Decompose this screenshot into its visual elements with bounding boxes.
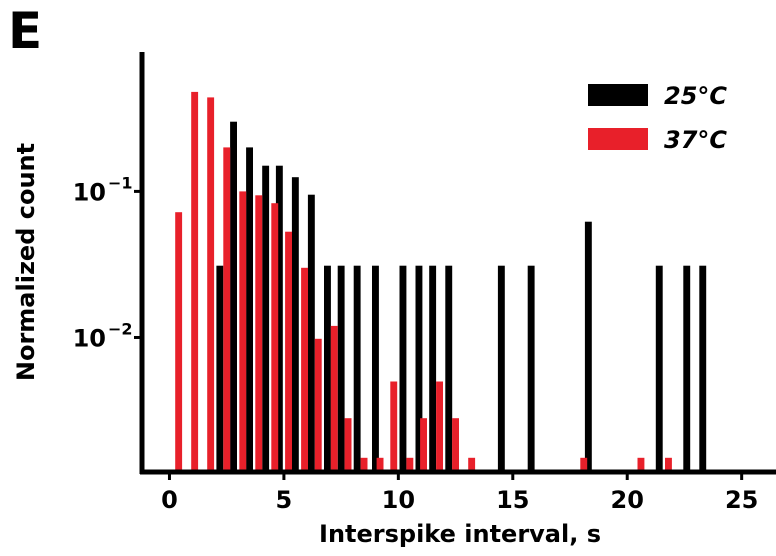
bar-25c-9	[353, 265, 361, 472]
legend-swatch-25c	[588, 84, 648, 106]
bar-37c-7	[285, 231, 292, 472]
bar-37c-13	[376, 457, 384, 472]
bar-25c-17	[584, 221, 592, 472]
bar-37c-3	[223, 147, 231, 472]
bar-37c-12	[360, 457, 368, 472]
y-tick-exponent: −1	[108, 173, 133, 192]
x-tick-label: 10	[382, 486, 415, 514]
bar-25c-11	[399, 265, 407, 472]
y-tick-label: 10	[73, 324, 106, 352]
bar-37c-0	[175, 212, 183, 472]
bar-25c-6	[307, 194, 315, 472]
bar-37c-11	[344, 418, 352, 472]
bar-25c-3	[262, 165, 270, 472]
bar-37c-15	[406, 457, 414, 472]
bar-37c-18	[452, 418, 459, 472]
y-tick-exponent: −2	[108, 319, 133, 338]
bar-25c-7	[324, 265, 331, 472]
x-tick-label: 0	[161, 486, 178, 514]
bar-37c-4	[239, 191, 247, 472]
bar-37c-22	[665, 457, 672, 472]
bar-25c-8	[337, 265, 345, 472]
series-25c-bars	[216, 121, 707, 472]
y-tick-label: 10	[73, 178, 106, 206]
bar-37c-20	[580, 457, 588, 472]
bar-37c-16	[420, 418, 427, 472]
bar-37c-1	[191, 91, 199, 473]
bar-37c-14	[390, 381, 398, 472]
x-tick-label: 20	[611, 486, 644, 514]
x-tick-label: 15	[496, 486, 529, 514]
bar-25c-5	[291, 177, 299, 472]
bar-25c-20	[699, 265, 707, 472]
bar-37c-21	[637, 457, 645, 472]
bar-25c-15	[497, 265, 505, 472]
series-37c-bars	[175, 91, 672, 473]
y-axis-ticks: 10−110−2	[73, 173, 142, 352]
legend-swatch-37c	[588, 128, 648, 150]
bar-37c-6	[271, 203, 279, 472]
bar-25c-12	[415, 265, 423, 472]
bar-25c-10	[372, 265, 379, 472]
bar-25c-14	[445, 265, 453, 472]
legend: 25°C 37°C	[588, 82, 727, 154]
bar-25c-18	[655, 265, 663, 472]
bar-37c-8	[301, 267, 308, 472]
legend-label-37c: 37°C	[664, 126, 727, 154]
bar-37c-17	[436, 381, 443, 472]
bar-25c-4	[275, 165, 283, 472]
bar-37c-2	[207, 97, 215, 473]
bar-25c-16	[527, 265, 535, 472]
bar-37c-5	[255, 195, 263, 473]
legend-label-25c: 25°C	[664, 82, 727, 110]
panel-label: E	[8, 2, 43, 60]
bar-25c-2	[246, 147, 253, 472]
x-tick-label: 25	[725, 486, 758, 514]
x-axis-title: Interspike interval, s	[319, 520, 601, 548]
bar-25c-0	[216, 265, 224, 472]
y-axis-title: Normalized count	[12, 143, 40, 381]
bar-25c-1	[230, 121, 237, 472]
x-tick-label: 5	[276, 486, 293, 514]
bar-25c-19	[683, 265, 691, 472]
bar-37c-9	[314, 338, 322, 472]
x-axis-ticks: 0 5 10 15 20 25	[161, 472, 758, 514]
bar-25c-13	[429, 265, 437, 472]
bar-37c-10	[330, 325, 338, 472]
bar-37c-19	[468, 457, 476, 472]
